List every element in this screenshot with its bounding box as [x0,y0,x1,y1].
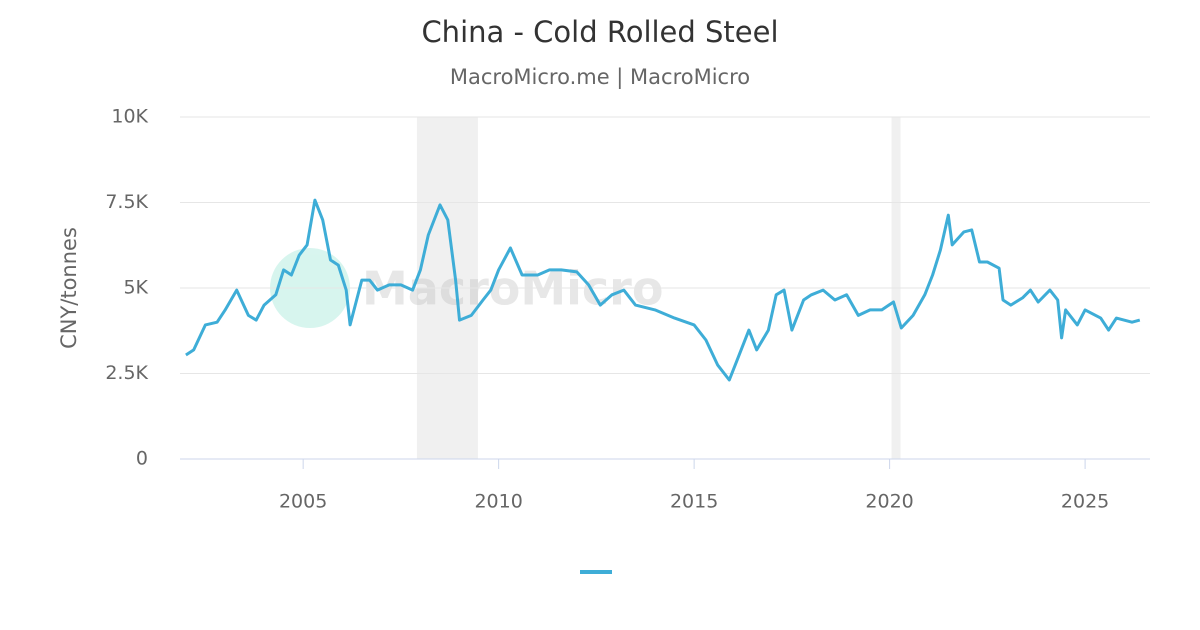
x-tick-label: 2025 [1061,491,1109,513]
series-line [185,198,1141,382]
y-tick-label: 2.5K [105,362,148,384]
chart-subtitle: MacroMicro.me | MacroMicro [450,65,750,90]
x-tick-label: 2005 [279,491,327,513]
x-tick-label: 2010 [474,491,522,513]
y-tick-label: 0 [136,448,148,470]
chart-title: China - Cold Rolled Steel [421,15,778,49]
x-tick-label: 2015 [670,491,718,513]
x-tick-label: 2020 [865,491,913,513]
y-tick-label: 10K [111,106,148,128]
y-axis-label: CNY/tonnes [57,227,81,349]
y-tick-label: 5K [123,277,148,299]
y-tick-label: 7.5K [105,191,148,213]
